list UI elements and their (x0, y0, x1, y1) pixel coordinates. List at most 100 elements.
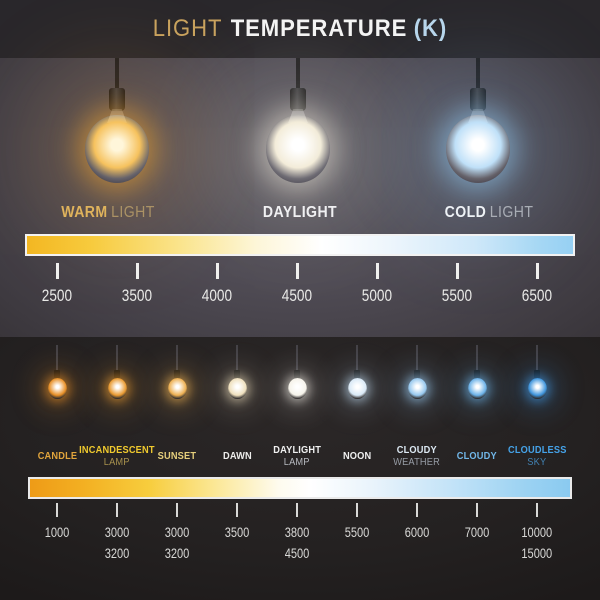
scale-col: 6000 (387, 503, 447, 564)
bulb-label: CLOUDY (447, 441, 507, 471)
bulb-cord (296, 345, 298, 370)
kelvin-scale-top: 2500 3500 4000 4500 5000 5500 6500 (17, 263, 577, 306)
bulb-glass (287, 378, 307, 399)
bulb-label: NOON (327, 441, 387, 471)
scale-value: 3800 (284, 525, 310, 540)
scale-tick (535, 263, 539, 279)
bulb-label: CLOUDLESS SKY (507, 441, 567, 471)
scale-value: 5000 (361, 286, 393, 305)
bulb-socket (470, 88, 486, 111)
bulb-cord (356, 345, 358, 370)
scale-value: 3500 (224, 525, 250, 540)
label-strong: DAYLIGHT (262, 204, 338, 221)
bulb-glass (47, 378, 67, 399)
scale-col: 7000 (447, 503, 507, 564)
scale-value: 4500 (281, 286, 313, 305)
scale-col: 3500 (97, 263, 177, 306)
bulb-cord (176, 345, 178, 370)
warm-bulb (77, 58, 157, 198)
bulb-socket (294, 370, 300, 378)
scale-tick (295, 263, 299, 279)
scale-value: 3000 (164, 525, 190, 540)
scale-col: 4000 (177, 263, 257, 306)
title-word-light: LIGHT (152, 15, 223, 42)
label-strong: WARM (61, 204, 108, 221)
bulb-cord (476, 345, 478, 370)
scale-value: 3500 (121, 286, 153, 305)
scale-tick (455, 263, 459, 279)
cloudy-bulb (447, 345, 507, 417)
scale-tick (55, 263, 59, 279)
bulb-cord (115, 58, 119, 90)
label-rest: LIGHT (111, 204, 155, 221)
detail-section: CANDLE INCANDESCENT LAMP SUNSET DAWN DAYL… (0, 337, 600, 600)
scale-value-2: 3200 (104, 546, 130, 561)
candle-bulb (27, 345, 87, 417)
scale-col: 5500 (417, 263, 497, 306)
scale-tick (116, 503, 118, 517)
noon-bulb (327, 345, 387, 417)
scale-col: 10000 15000 (507, 503, 567, 564)
scale-col: 1000 (27, 503, 87, 564)
scale-value-2: 15000 (521, 546, 553, 561)
scale-tick (375, 263, 379, 279)
bulb-label-line1: SUNSET (157, 450, 197, 462)
bulb-label: DAYLIGHT LAMP (267, 441, 327, 471)
bulb-glass (227, 378, 247, 399)
scale-value-2: 4500 (284, 546, 310, 561)
scale-tick (135, 263, 139, 279)
scale-tick (356, 503, 358, 517)
scale-tick (296, 503, 298, 517)
scale-col: 6500 (497, 263, 577, 306)
bulb-socket (174, 370, 180, 378)
bulb-label-line2: SKY (527, 456, 547, 468)
bulb-label-line1: CLOUDY (396, 444, 438, 456)
scale-value-2: 3200 (164, 546, 190, 561)
bulb-socket (474, 370, 480, 378)
scale-value: 6500 (521, 286, 553, 305)
bulb-glass (107, 378, 127, 399)
wall-section: WARM LIGHT DAYLIGHT COLD LIGHT 2500 3500 4… (0, 58, 600, 337)
bulb-label-line2: WEATHER (393, 456, 441, 468)
scale-tick (56, 503, 58, 517)
scale-value: 5500 (344, 525, 370, 540)
daylight-bulb (258, 58, 338, 198)
bulb-label: CANDLE (27, 441, 87, 471)
bulb-glass (266, 115, 330, 183)
bulb-glass (85, 115, 149, 183)
bulb-socket (354, 370, 360, 378)
bulb-socket (534, 370, 540, 378)
bulb-cord (236, 345, 238, 370)
scale-tick (416, 503, 418, 517)
light-type-labels: WARM LIGHT DAYLIGHT COLD LIGHT (0, 204, 600, 224)
bulb-socket (290, 88, 306, 111)
bulb-cord (296, 58, 300, 90)
bulb-glass (407, 378, 427, 399)
kelvin-scale-bottom: 1000 3000 3200 3000 3200 3500 3800 4500 550… (27, 503, 567, 564)
scale-value: 1000 (44, 525, 70, 540)
bulb-label: SUNSET (147, 441, 207, 471)
scale-col: 5500 (327, 503, 387, 564)
header: LIGHT TEMPERATURE (K) (0, 0, 600, 58)
bulb-glass (467, 378, 487, 399)
bulb-socket (234, 370, 240, 378)
bulb-glass (527, 378, 547, 399)
temperature-gradient-bar-top (25, 234, 575, 256)
scale-col: 3800 4500 (267, 503, 327, 564)
scale-value: 5500 (441, 286, 473, 305)
bulb-label: CLOUDY WEATHER (387, 441, 447, 471)
scale-value: 3000 (104, 525, 130, 540)
scale-value: 4000 (201, 286, 233, 305)
bulb-cord (536, 345, 538, 370)
scale-value: 6000 (404, 525, 430, 540)
bulb-label-line2: LAMP (104, 456, 130, 468)
incandescent-bulb (87, 345, 147, 417)
small-bulb-labels-row: CANDLE INCANDESCENT LAMP SUNSET DAWN DAYL… (27, 441, 567, 471)
bulb-label-line1: INCANDESCENT (79, 444, 155, 456)
cold-bulb (438, 58, 518, 198)
bulb-label: INCANDESCENT LAMP (79, 441, 154, 471)
label-strong: COLD (444, 204, 487, 221)
bulb-label-line2: LAMP (284, 456, 310, 468)
bulb-label-line1: CANDLE (37, 450, 77, 462)
